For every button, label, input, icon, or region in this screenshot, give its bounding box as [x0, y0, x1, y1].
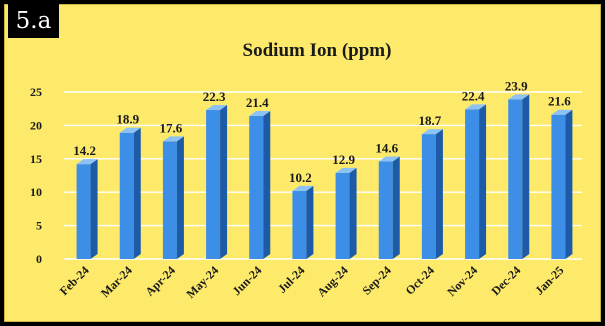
bar-front [249, 116, 264, 259]
gridlines [64, 91, 582, 260]
bar-front [378, 161, 393, 259]
bar-top [76, 159, 98, 165]
x-tick-label: Sep-24 [359, 263, 393, 297]
x-tick-label: Oct-24 [403, 263, 437, 297]
bar-top [206, 105, 228, 111]
data-label: 10.2 [289, 170, 312, 185]
bar: 18.7 [419, 113, 443, 259]
bar: 10.2 [289, 170, 314, 259]
x-tick-label: May-24 [183, 263, 221, 301]
bar-side [479, 104, 487, 259]
bar: 14.6 [375, 140, 400, 259]
data-label: 18.9 [116, 112, 139, 127]
x-tick-label: Jul-24 [275, 263, 308, 296]
bar: 22.3 [203, 89, 228, 259]
y-axis: 0 5 10 15 20 25 [30, 85, 42, 266]
bar: 21.4 [246, 95, 271, 259]
panel-label: 5.a [8, 4, 59, 38]
y-tick-label: 25 [30, 85, 42, 99]
bar: 23.9 [505, 78, 530, 260]
bar-side [176, 136, 184, 259]
bar-side [435, 129, 443, 259]
bar-front [508, 99, 523, 260]
x-tick-label: Mar-24 [98, 263, 135, 300]
bar-top [508, 94, 530, 100]
y-tick-label: 5 [36, 219, 42, 233]
bar: 14.2 [73, 143, 98, 259]
bar-side [565, 109, 573, 259]
x-tick-label: Jun-24 [229, 263, 264, 298]
bar-front [421, 134, 436, 259]
bar-top [249, 111, 271, 117]
bar: 18.9 [116, 112, 141, 259]
bar-side [349, 167, 357, 259]
x-tick-label: Dec-24 [488, 263, 523, 298]
bar-side [306, 185, 314, 259]
y-tick-label: 15 [30, 152, 42, 166]
bar-front [119, 132, 134, 259]
bar: 12.9 [332, 152, 357, 259]
bar-front [162, 141, 177, 259]
bar-side [392, 156, 400, 259]
bar-front [465, 109, 480, 259]
bar-top [292, 185, 314, 191]
bar-side [522, 94, 530, 260]
x-tick-label: Aug-24 [314, 263, 350, 299]
bar-front [292, 190, 307, 259]
data-label: 17.6 [160, 120, 183, 135]
bar-front [76, 164, 91, 259]
y-tick-label: 10 [30, 185, 42, 199]
x-axis: Feb-24 Mar-24 Apr-24 May-24 Jun-24 Jul-24 Aug-… [57, 263, 567, 301]
bar-top [162, 136, 184, 142]
x-tick-label: Feb-24 [57, 263, 92, 298]
data-label: 22.4 [462, 88, 485, 103]
bar: 21.6 [548, 94, 573, 259]
bar-side [90, 159, 98, 259]
data-label: 14.2 [73, 143, 96, 158]
y-tick-label: 20 [30, 118, 42, 132]
bar-top [335, 167, 357, 173]
bar: 17.6 [160, 120, 184, 259]
bar-side [263, 111, 271, 259]
x-tick-label: Nov-24 [444, 263, 480, 299]
data-label: 12.9 [332, 152, 355, 167]
bar-side [220, 105, 228, 259]
data-label: 23.9 [505, 78, 528, 93]
chart-frame [4, 4, 601, 322]
data-label: 18.7 [419, 113, 442, 128]
bar-front [335, 172, 350, 259]
chart-title: Sodium Ion (ppm) [243, 40, 392, 61]
bar-top [421, 129, 443, 135]
y-tick-label: 0 [36, 252, 42, 266]
data-label: 21.4 [246, 95, 269, 110]
bar-top [551, 109, 573, 115]
bar-side [133, 127, 141, 259]
data-label: 22.3 [203, 89, 226, 104]
data-label: 14.6 [375, 140, 398, 155]
bar-front [206, 110, 221, 259]
bar-top [465, 104, 487, 110]
data-label: 21.6 [548, 94, 571, 109]
bar-top [119, 127, 141, 133]
x-tick-label: Apr-24 [143, 263, 179, 299]
bars: 14.2 18.9 17.6 22.3 21.4 10.2 12.9 14.6 18.7 22.4… [73, 78, 573, 260]
bar-top [378, 156, 400, 162]
bar-front [551, 114, 566, 259]
x-tick-label: Jan-25 [532, 263, 566, 297]
bar: 22.4 [462, 88, 487, 259]
